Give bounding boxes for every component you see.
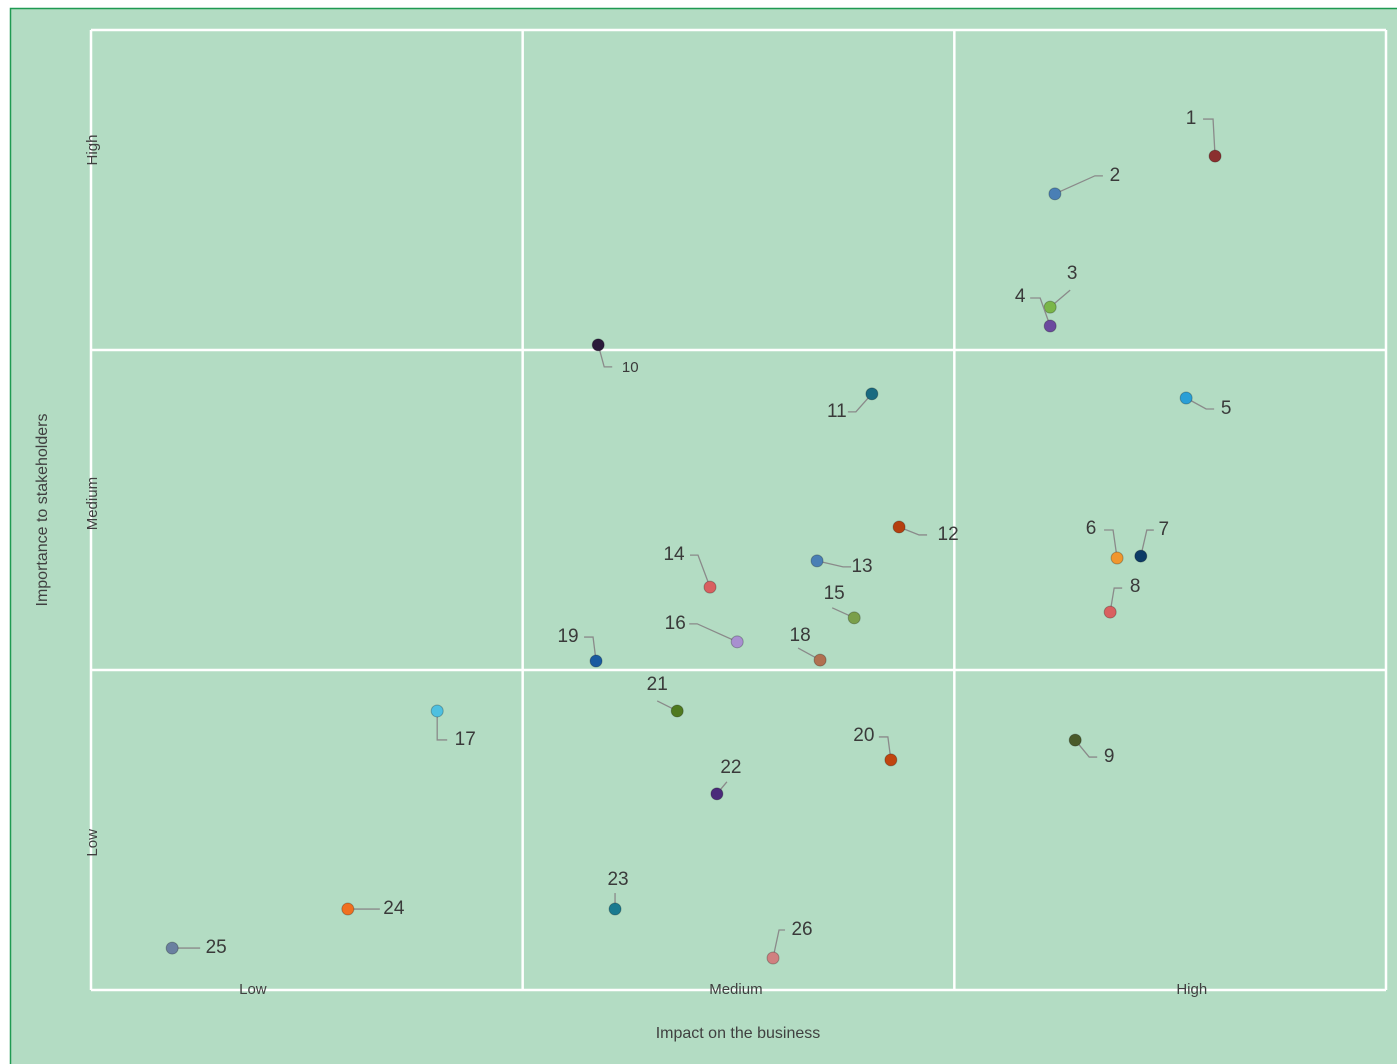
point-label: 25 (206, 937, 227, 958)
point-label: 6 (1086, 518, 1097, 539)
point-label: 22 (720, 757, 741, 778)
point-label: 19 (557, 626, 578, 647)
point (1068, 733, 1082, 747)
leader-line (690, 554, 711, 588)
leader-line (584, 636, 597, 662)
leader-line (1030, 297, 1051, 327)
leader-line (1203, 118, 1216, 157)
point (670, 704, 684, 718)
point (810, 554, 824, 568)
point (1103, 605, 1117, 619)
y-tick-label: High (84, 135, 101, 166)
leader-line (1109, 587, 1123, 613)
point-label: 9 (1104, 746, 1115, 767)
point (1179, 391, 1193, 405)
leader-line (898, 526, 928, 536)
point-label: 21 (647, 674, 668, 695)
point (892, 520, 906, 534)
point (766, 951, 780, 965)
x-tick-label: Medium (709, 981, 762, 998)
point-label: 15 (824, 583, 845, 604)
point (1043, 300, 1057, 314)
point (813, 653, 827, 667)
point (730, 635, 744, 649)
y-tick-label: Low (84, 829, 101, 857)
leader-line (847, 393, 873, 413)
point-label: 18 (790, 625, 811, 646)
leader-line (1140, 529, 1154, 557)
x-tick-label: High (1176, 981, 1207, 998)
point (341, 902, 355, 916)
leader-line (1185, 397, 1215, 410)
leader-line (1054, 175, 1103, 195)
leader-line (597, 344, 613, 368)
point-label: 16 (665, 613, 686, 634)
point (589, 654, 603, 668)
point-label: 3 (1067, 263, 1078, 284)
point-label: 10 (622, 359, 639, 376)
point-label: 5 (1221, 398, 1232, 419)
x-tick-label: Low (239, 981, 267, 998)
leader-line (772, 929, 786, 959)
point-label: 24 (383, 898, 405, 919)
point-label: 2 (1110, 165, 1121, 186)
point-label: 12 (938, 524, 959, 545)
x-axis-title: Impact on the business (656, 1025, 821, 1042)
y-axis-title: Importance to stakeholders (34, 414, 51, 607)
leader-line (1074, 739, 1098, 758)
point (865, 387, 879, 401)
point (1208, 149, 1222, 163)
point-label: 8 (1130, 576, 1141, 597)
y-tick-label: Medium (84, 477, 101, 530)
point (710, 787, 724, 801)
point (165, 941, 179, 955)
point-label: 1 (1186, 108, 1197, 129)
point (608, 902, 622, 916)
point (1043, 319, 1057, 333)
point-label: 13 (851, 556, 872, 577)
point (1134, 549, 1148, 563)
point (1048, 187, 1062, 201)
leader-line (1104, 529, 1118, 559)
point (703, 580, 717, 594)
point (847, 611, 861, 625)
point (884, 753, 898, 767)
leader-line (816, 560, 852, 568)
leader-line (689, 623, 738, 643)
point-label: 26 (791, 919, 812, 940)
point-label: 11 (827, 401, 847, 422)
point-label: 14 (663, 544, 685, 565)
point (591, 338, 605, 352)
point-label: 23 (607, 869, 628, 890)
point-label: 4 (1015, 286, 1026, 307)
point-label: 7 (1159, 519, 1170, 540)
point (430, 704, 444, 718)
point-label: 17 (455, 729, 476, 750)
point-label: 20 (853, 725, 874, 746)
point (1110, 551, 1124, 565)
leader-line (436, 710, 448, 741)
leader-line (878, 736, 892, 761)
chart-background (9, 7, 1397, 1064)
